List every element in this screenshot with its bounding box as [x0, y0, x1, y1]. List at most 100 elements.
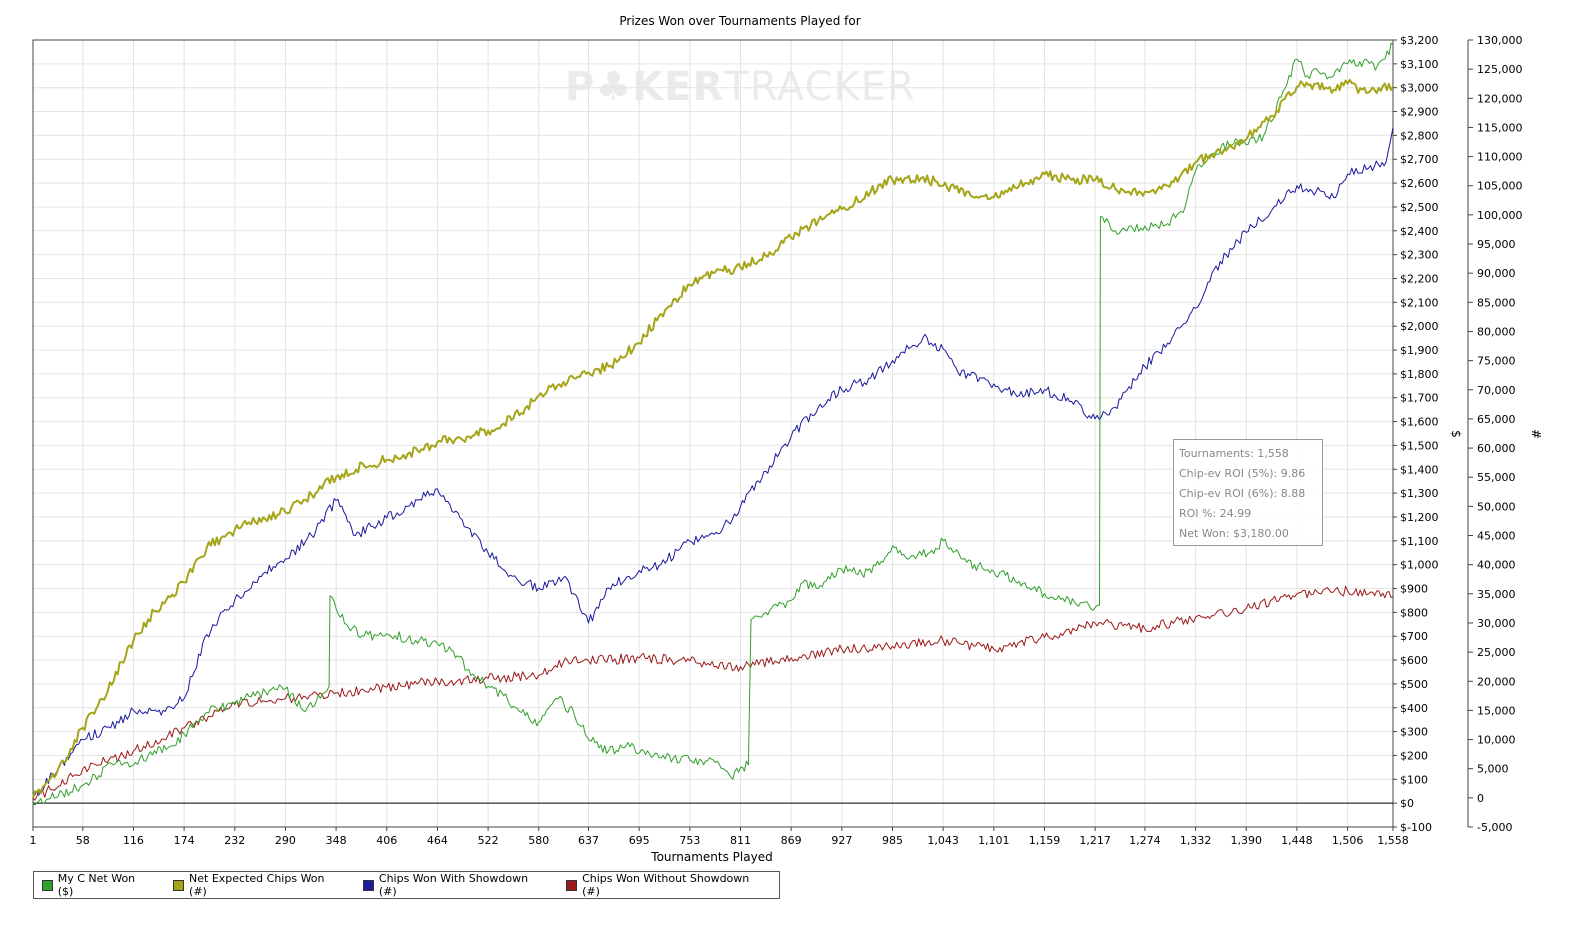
- y-right-tick-label: 100,000: [1477, 209, 1523, 222]
- y-left-tick-label: $2,600: [1400, 177, 1439, 190]
- y-right-tick-label: 105,000: [1477, 180, 1523, 193]
- y-right-tick-label: 30,000: [1477, 617, 1516, 630]
- x-tick-label: 927: [831, 834, 852, 847]
- y-right-tick-label: 40,000: [1477, 559, 1516, 572]
- x-axis-ticks: 1 58 116 174 232 290 348 406 464 522 580 637 695 753 8…: [30, 827, 1409, 847]
- y-left-tick-label: $1,500: [1400, 439, 1439, 452]
- y-left-tick-label: $1,400: [1400, 463, 1439, 476]
- y-right-tick-label: 5,000: [1477, 763, 1509, 776]
- x-tick-label: 116: [123, 834, 144, 847]
- y-left-tick-label: $1,800: [1400, 368, 1439, 381]
- series-line-2: [32, 127, 1394, 799]
- legend-item-my-c-net-won[interactable]: My C Net Won ($): [42, 872, 151, 898]
- series-line-3: [32, 585, 1394, 801]
- legend-label: My C Net Won ($): [57, 872, 136, 898]
- y-axis-left-ticks: $3,200 $3,100 $3,000 $2,900 $2,800 $2,700 $2,6…: [1393, 34, 1439, 834]
- x-tick-label: 348: [326, 834, 347, 847]
- y-right-tick-label: 110,000: [1477, 151, 1523, 164]
- x-tick-label: 406: [376, 834, 397, 847]
- legend-item-net-expected-chips[interactable]: Net Expected Chips Won (#): [173, 872, 341, 898]
- y-right-tick-label: 95,000: [1477, 238, 1516, 251]
- x-tick-label: 1,274: [1129, 834, 1161, 847]
- legend-swatch: [173, 879, 185, 891]
- y-left-tick-label: $0: [1400, 797, 1414, 810]
- x-tick-label: 1,159: [1029, 834, 1061, 847]
- y-left-tick-label: $2,800: [1400, 129, 1439, 142]
- y-left-tick-label: $2,900: [1400, 106, 1439, 119]
- x-tick-label: 985: [882, 834, 903, 847]
- series-line-0: [32, 42, 1394, 806]
- x-tick-label: 637: [578, 834, 599, 847]
- legend-swatch: [566, 879, 578, 891]
- y-left-tick-label: $2,200: [1400, 272, 1439, 285]
- summary-chip-ev-roi-5: Chip-ev ROI (5%): 9.86: [1179, 467, 1306, 480]
- y-right-tick-label: 60,000: [1477, 442, 1516, 455]
- y-right-tick-label: 75,000: [1477, 355, 1516, 368]
- y-right-tick-label: 0: [1477, 792, 1484, 805]
- x-tick-label: 1,558: [1377, 834, 1409, 847]
- y-left-tick-label: $1,600: [1400, 416, 1439, 429]
- x-tick-label: 1,390: [1231, 834, 1263, 847]
- y-axis-left-title: $: [1449, 430, 1463, 438]
- y-right-tick-label: 35,000: [1477, 588, 1516, 601]
- x-tick-label: 753: [679, 834, 700, 847]
- y-right-tick-label: 130,000: [1477, 34, 1523, 47]
- y-axis-right-ticks: 130,000 125,000 120,000 115,000 110,000 105,0…: [1467, 34, 1523, 834]
- legend-item-chips-with-showdown[interactable]: Chips Won With Showdown (#): [363, 872, 544, 898]
- plot-area-border: [32, 39, 1394, 828]
- legend-label: Chips Won With Showdown (#): [378, 872, 529, 898]
- y-left-tick-label: $1,900: [1400, 344, 1439, 357]
- y-left-tick-label: $2,300: [1400, 249, 1439, 262]
- x-tick-label: 232: [224, 834, 245, 847]
- series-layer: [32, 42, 1394, 806]
- x-tick-label: 695: [629, 834, 650, 847]
- y-left-tick-label: $2,100: [1400, 296, 1439, 309]
- chart-legend: My C Net Won ($) Net Expected Chips Won …: [33, 871, 780, 899]
- summary-net-won: Net Won: $3,180.00: [1179, 527, 1289, 540]
- x-tick-label: 522: [478, 834, 499, 847]
- y-axis-right-title: #: [1529, 429, 1543, 439]
- y-right-tick-label: 55,000: [1477, 471, 1516, 484]
- y-left-tick-label: $900: [1400, 583, 1428, 596]
- summary-tournaments: Tournaments: 1,558: [1179, 447, 1289, 460]
- y-right-tick-label: 120,000: [1477, 92, 1523, 105]
- y-left-tick-label: $600: [1400, 654, 1428, 667]
- legend-swatch: [42, 879, 53, 891]
- y-right-tick-label: 50,000: [1477, 500, 1516, 513]
- y-left-tick-label: $500: [1400, 678, 1428, 691]
- y-right-tick-label: 80,000: [1477, 325, 1516, 338]
- x-tick-label: 1,101: [978, 834, 1010, 847]
- x-tick-label: 1: [30, 834, 37, 847]
- y-right-tick-label: 85,000: [1477, 296, 1516, 309]
- y-left-tick-label: $3,000: [1400, 82, 1439, 95]
- y-right-tick-label: -5,000: [1477, 821, 1512, 834]
- x-axis-title: Tournaments Played: [650, 850, 772, 864]
- summary-roi: ROI %: 24.99: [1179, 507, 1252, 520]
- y-left-tick-label: $2,500: [1400, 201, 1439, 214]
- y-left-tick-label: $700: [1400, 630, 1428, 643]
- x-tick-label: 1,506: [1332, 834, 1364, 847]
- y-right-tick-label: 45,000: [1477, 530, 1516, 543]
- y-left-tick-label: $800: [1400, 606, 1428, 619]
- y-left-tick-label: $300: [1400, 726, 1428, 739]
- x-tick-label: 1,217: [1079, 834, 1111, 847]
- y-left-tick-label: $1,200: [1400, 511, 1439, 524]
- y-left-tick-label: $1,000: [1400, 559, 1439, 572]
- y-left-tick-label: $-100: [1400, 821, 1432, 834]
- y-right-tick-label: 65,000: [1477, 413, 1516, 426]
- x-tick-label: 869: [781, 834, 802, 847]
- chart-title: Prizes Won over Tournaments Played for: [619, 14, 861, 28]
- y-left-tick-label: $1,300: [1400, 487, 1439, 500]
- y-right-tick-label: 90,000: [1477, 267, 1516, 280]
- legend-item-chips-without-showdown[interactable]: Chips Won Without Showdown (#): [566, 872, 765, 898]
- y-left-tick-label: $3,200: [1400, 34, 1439, 47]
- y-left-tick-label: $1,100: [1400, 535, 1439, 548]
- x-tick-label: 1,043: [927, 834, 959, 847]
- x-tick-label: 811: [730, 834, 751, 847]
- x-tick-label: 580: [528, 834, 549, 847]
- gridlines: [32, 39, 1394, 828]
- y-right-tick-label: 25,000: [1477, 646, 1516, 659]
- y-left-tick-label: $400: [1400, 702, 1428, 715]
- y-right-tick-label: 15,000: [1477, 704, 1516, 717]
